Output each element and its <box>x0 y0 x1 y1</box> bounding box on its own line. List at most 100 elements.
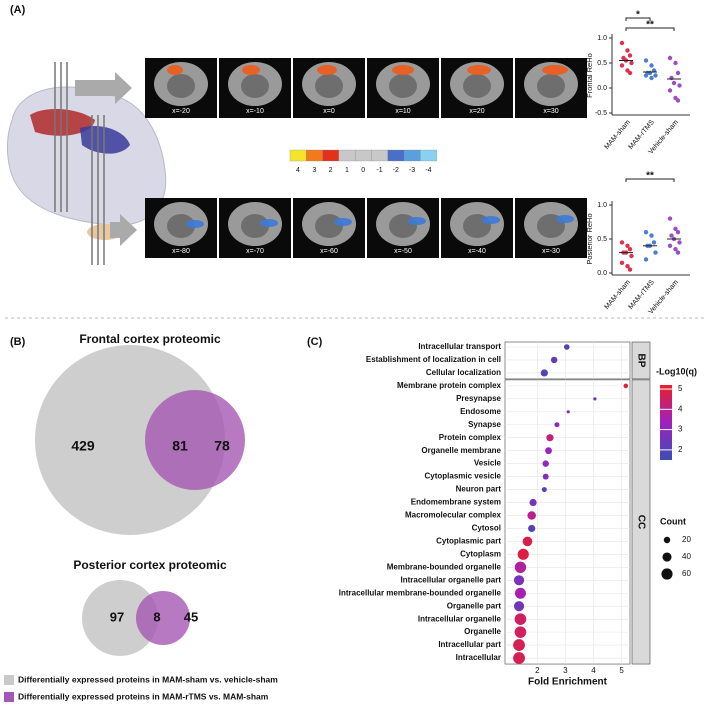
colorbar-cell <box>371 149 388 162</box>
y-tick-label: Protein complex <box>439 433 502 442</box>
slice-label: x=-60 <box>320 248 338 255</box>
venn-count: 429 <box>71 438 95 454</box>
slice-label: x=-40 <box>468 248 486 255</box>
data-point <box>667 243 673 248</box>
venn-set <box>82 580 158 656</box>
colorbar-cell <box>403 149 421 162</box>
data-point <box>669 233 674 238</box>
data-point <box>677 240 682 245</box>
data-point <box>653 73 658 78</box>
colorbar-cell <box>355 149 372 162</box>
venn-count: 8 <box>153 609 160 624</box>
bubble <box>545 447 552 455</box>
bubble <box>514 626 527 638</box>
legend-swatch <box>4 692 14 702</box>
data-point <box>667 88 673 93</box>
significance-bracket <box>625 17 651 21</box>
y-tick-label: Organelle <box>464 627 501 636</box>
y-tick-label: Intracellular part <box>438 640 501 649</box>
colorbar <box>660 385 672 460</box>
legend-label: Differentially expressed proteins in MAM… <box>18 691 269 701</box>
colorbar-label: 4 <box>678 404 683 413</box>
y-tick-label: -0.5 <box>595 110 607 117</box>
bubble <box>527 511 536 520</box>
activation <box>242 65 260 75</box>
size-label: 20 <box>682 535 691 544</box>
size-key <box>663 536 671 544</box>
activation <box>186 220 204 228</box>
venn-title: Posterior cortex proteomic <box>73 558 227 572</box>
y-tick-label: Intracellular organelle <box>418 614 502 623</box>
data-point <box>649 233 654 238</box>
legend-label: Differentially expressed proteins in MAM… <box>18 674 278 684</box>
y-tick-label: Macromolecular complex <box>405 511 502 520</box>
colorbar-label: -3 <box>409 167 415 174</box>
venn-count: 78 <box>214 438 230 454</box>
data-point <box>671 80 677 86</box>
data-point <box>643 73 649 78</box>
slice-core <box>537 74 565 98</box>
y-tick-label: Intracellular membrane-bounded organelle <box>339 588 502 597</box>
data-point <box>667 216 673 221</box>
slice-core <box>315 214 343 238</box>
data-point <box>619 63 625 68</box>
data-point <box>619 240 625 245</box>
y-tick-label: Cellular localization <box>426 368 501 377</box>
activation <box>334 218 352 226</box>
colorbar-label: -4 <box>425 167 431 174</box>
colorbar-label: 3 <box>312 167 316 174</box>
significance-label: * <box>636 10 640 21</box>
bubble <box>529 498 537 507</box>
activation <box>317 65 337 75</box>
colorbar-label: 1 <box>345 167 349 174</box>
venn-count: 45 <box>184 609 198 624</box>
slice-label: x=30 <box>543 108 558 115</box>
venn-count: 81 <box>172 438 188 454</box>
data-point <box>627 267 633 272</box>
size-key <box>661 568 673 580</box>
facet-label: CC <box>635 515 646 529</box>
activation <box>556 215 574 223</box>
data-point <box>669 75 674 81</box>
y-tick-label: Cytoplasm <box>460 549 501 558</box>
slice-label: x=0 <box>323 108 335 115</box>
facet-panel <box>504 379 631 665</box>
data-point <box>675 70 681 76</box>
activation <box>260 219 278 227</box>
size-key <box>662 552 672 562</box>
data-point <box>627 53 633 58</box>
colorbar-label: 2 <box>678 445 683 454</box>
significance-bracket <box>625 178 675 182</box>
data-point <box>673 60 678 66</box>
y-tick-label: 0.0 <box>597 270 607 277</box>
bubble <box>517 548 529 560</box>
data-point <box>653 250 658 255</box>
venn-set <box>145 390 245 490</box>
activation <box>482 216 500 224</box>
legend-title: -Log10(q) <box>656 366 697 376</box>
x-tick-label: 4 <box>591 666 596 675</box>
x-axis-label: Fold Enrichment <box>528 677 608 688</box>
legend-title: Count <box>660 516 686 526</box>
colorbar-cell <box>289 149 307 162</box>
colorbar-cell <box>322 149 340 162</box>
y-tick-label: 1.0 <box>597 202 607 209</box>
panel-label: (A) <box>10 4 26 16</box>
colorbar-cell <box>306 149 323 162</box>
slice-label: x=-10 <box>246 108 264 115</box>
data-point <box>675 250 681 255</box>
bubble <box>513 575 525 586</box>
y-tick-label: Neuron part <box>456 485 502 494</box>
data-point <box>667 55 673 61</box>
y-axis-label: Posterior ReHo <box>585 213 594 264</box>
slice-core <box>463 74 491 98</box>
legend-swatch <box>4 675 14 685</box>
venn-set <box>136 591 190 645</box>
bubble <box>528 524 536 533</box>
slice-label: x=-20 <box>172 108 190 115</box>
data-point <box>649 63 654 68</box>
colorbar-label: 3 <box>678 425 683 434</box>
colorbar-label: -1 <box>376 167 382 174</box>
venn-count: 97 <box>110 609 124 624</box>
